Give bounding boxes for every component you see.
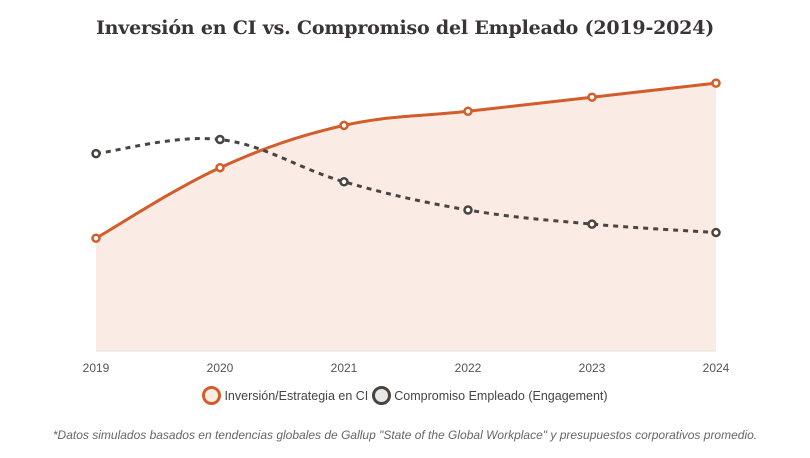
x-tick-label-2023: 2023	[579, 361, 606, 375]
footnote: *Datos simulados basados en tendencias g…	[52, 428, 758, 442]
data-point-engagement-2023[interactable]	[587, 219, 597, 229]
data-point-engagement-2022[interactable]	[463, 205, 473, 215]
data-point-investment-2024[interactable]	[711, 78, 721, 88]
legend-label-engagement: Compromiso Empleado (Engagement)	[394, 388, 608, 403]
legend-swatch-engagement-icon	[372, 386, 392, 405]
data-point-engagement-2020[interactable]	[215, 134, 225, 145]
data-point-engagement-2021[interactable]	[339, 177, 349, 187]
data-point-investment-2020[interactable]	[215, 162, 225, 173]
x-tick-label-2024: 2024	[703, 361, 730, 375]
data-point-investment-2023[interactable]	[587, 92, 597, 102]
x-tick-label-2020: 2020	[207, 361, 234, 375]
legend-label-investment: Inversión/Estrategia en CI	[224, 388, 369, 403]
data-point-investment-2022[interactable]	[463, 106, 473, 117]
legend: Inversión/Estrategia en CI Compromiso Em…	[0, 386, 810, 405]
data-point-engagement-2024[interactable]	[711, 227, 721, 238]
data-point-engagement-2019[interactable]	[91, 148, 101, 159]
x-tick-label-2021: 2021	[331, 361, 358, 375]
x-tick-label-2019: 2019	[83, 361, 110, 375]
legend-swatch-investment-icon	[202, 386, 222, 405]
x-tick-label-2022: 2022	[455, 361, 482, 375]
data-point-investment-2019[interactable]	[91, 233, 101, 243]
data-point-investment-2021[interactable]	[339, 120, 349, 131]
series-line-investment	[95, 81, 717, 240]
legend-item-investment[interactable]: Inversión/Estrategia en CI	[202, 386, 368, 405]
legend-item-engagement[interactable]: Compromiso Empleado (Engagement)	[372, 386, 608, 405]
chart-title: Inversión en CI vs. Compromiso del Emple…	[95, 17, 715, 39]
series-line-engagement	[95, 137, 717, 235]
area-investment	[96, 83, 716, 351]
